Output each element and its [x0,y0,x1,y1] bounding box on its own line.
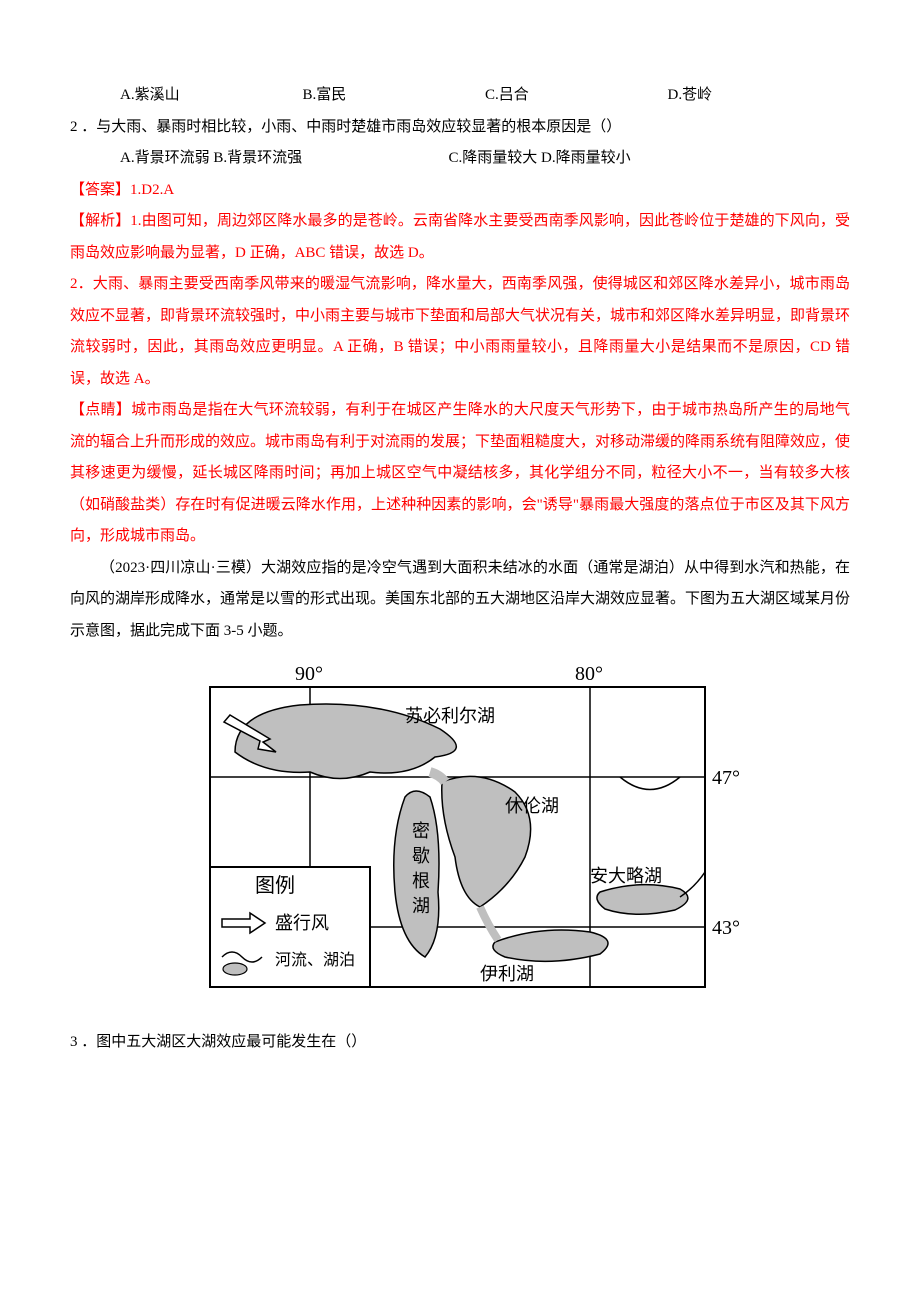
explain-2: 2．大雨、暴雨主要受西南季风带来的暖湿气流影响，降水量大，西南季风强，使得城区和… [70,269,850,395]
map-lon-left: 90° [295,663,323,685]
q2-stem: ．与大雨、暴雨时相比较，小雨、中雨时楚雄市雨岛效应较显著的根本原因是（） [81,119,621,135]
tips-text: 城市雨岛是指在大气环流较弱，有利于在城区产生降水的大尺度天气形势下，由于城市热岛… [70,402,850,544]
explain-2-text: ．大雨、暴雨主要受西南季风带来的暖湿气流影响，降水量大，西南季风强，使得城区和郊… [70,276,850,387]
label-michigan-2: 歇 [412,846,430,866]
q3-stem: ．图中五大湖区大湖效应最可能发生在（） [81,1034,366,1050]
passage: （2023·四川凉山·三模）大湖效应指的是冷空气遇到大面积未结冰的水面（通常是湖… [70,553,850,648]
label-michigan-1: 密 [412,821,430,841]
label-superior: 苏必利尔湖 [405,706,495,726]
q3-number: 3 [70,1034,78,1050]
map-lon-right: 80° [575,663,603,685]
q2-option-ab: A.背景环流弱 B.背景环流强 [120,143,449,175]
lake-ontario-shape [597,885,688,915]
q2-number: 2 [70,119,78,135]
label-huron: 休伦湖 [505,796,559,816]
label-ontario: 安大略湖 [590,866,662,886]
map-lat-top: 47° [712,767,740,789]
explain-1-text: 1.由图可知，周边郊区降水最多的是苍岭。云南省降水主要受西南季风影响，因此苍岭位… [70,213,850,261]
label-michigan-3: 根 [412,871,430,891]
tips-block: 【点睛】城市雨岛是指在大气环流较弱，有利于在城区产生降水的大尺度天气形势下，由于… [70,395,850,553]
legend-title: 图例 [255,874,295,897]
q1-option-b: B.富民 [303,80,486,112]
map-figure: 90° 80° 47° 43° 苏必利尔湖 休伦湖 [70,657,850,1017]
label-michigan-4: 湖 [412,896,430,916]
legend-river-label: 河流、湖泊 [275,951,355,969]
tips-label: 【点睛】 [70,402,131,418]
passage-source: （2023·四川凉山·三模） [100,560,261,576]
q1-option-c: C.吕合 [485,80,668,112]
q2-options: A.背景环流弱 B.背景环流强 C.降雨量较大 D.降雨量较小 [120,143,850,175]
q2-line: 2 ．与大雨、暴雨时相比较，小雨、中雨时楚雄市雨岛效应较显著的根本原因是（） [70,112,850,144]
explain-2-number: 2 [70,276,78,292]
answer-text: 1.D2.A [130,182,174,198]
q1-options: A.紫溪山 B.富民 C.吕合 D.苍岭 [120,80,850,112]
q2-option-cd: C.降雨量较大 D.降雨量较小 [449,143,778,175]
label-erie: 伊利湖 [480,964,534,984]
q1-option-a: A.紫溪山 [120,80,303,112]
explain-1: 【解析】1.由图可知，周边郊区降水最多的是苍岭。云南省降水主要受西南季风影响，因… [70,206,850,269]
q1-option-d: D.苍岭 [668,80,851,112]
map-lat-bottom: 43° [712,917,740,939]
answer-block: 【答案】1.D2.A [70,175,850,207]
answer-label: 【答案】 [70,182,130,198]
explain-label: 【解析】 [70,213,130,229]
q3-line: 3 ．图中五大湖区大湖效应最可能发生在（） [70,1027,850,1059]
great-lakes-map: 90° 80° 47° 43° 苏必利尔湖 休伦湖 [180,657,740,1017]
legend-wind-label: 盛行风 [275,913,329,933]
